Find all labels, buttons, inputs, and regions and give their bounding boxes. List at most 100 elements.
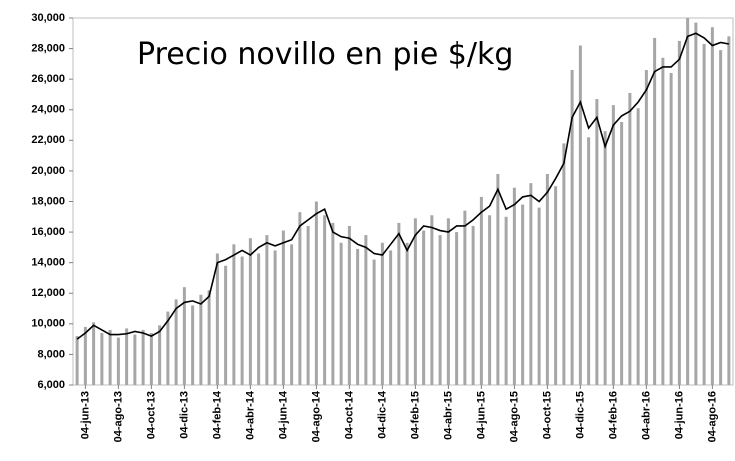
y-tick-label: 8,000 [37,348,65,360]
bar [224,265,228,385]
bar [116,337,120,385]
bar [702,43,706,385]
bar [339,242,343,385]
bar [306,225,310,385]
bar [628,92,632,385]
bar [512,187,516,385]
bar [587,137,591,385]
bar [578,45,582,386]
bar [496,173,500,385]
x-tick-label: 04-dic-15 [574,391,586,439]
y-tick-label: 30,000 [31,12,65,24]
y-tick-label: 20,000 [31,165,65,177]
bar [554,186,558,385]
bar [719,50,723,386]
x-tick-label: 04-abr-16 [640,391,652,440]
x-tick-label: 04-dic-13 [178,391,190,439]
x-tick-label: 04-abr-14 [244,390,256,440]
bar [694,22,698,386]
x-tick-label: 04-feb-14 [211,390,223,439]
bar [298,212,302,385]
y-tick-label: 14,000 [31,257,65,269]
x-tick-label: 04-abr-15 [442,391,454,440]
y-tick-label: 28,000 [31,42,65,54]
x-tick-label: 04-ago-13 [112,391,124,442]
bar [455,232,459,385]
bar [677,40,681,385]
x-tick-label: 04-jun-15 [475,391,487,439]
bar [669,73,673,386]
bar [347,225,351,385]
y-tick-label: 18,000 [31,195,65,207]
bar [570,69,574,385]
bar [141,329,145,385]
y-tick-label: 12,000 [31,287,65,299]
bar [653,37,657,386]
bar [290,244,294,385]
bar [199,294,203,385]
bar [603,131,607,385]
bar [562,143,566,385]
bar [504,216,508,385]
plot-area [72,17,734,386]
y-tick-label: 22,000 [31,134,65,146]
bar [323,215,327,385]
bar [463,210,467,385]
x-tick-label: 04-feb-16 [607,391,619,439]
bar [356,248,360,385]
y-tick-label: 6,000 [37,379,65,391]
bar [83,326,87,385]
x-tick-label: 04-jun-13 [79,391,91,439]
bar [158,325,162,385]
bar [529,183,533,385]
bar [636,108,640,386]
bar [314,201,318,385]
x-tick-label: 04-ago-16 [706,391,718,442]
y-tick-label: 16,000 [31,226,65,238]
bar [75,336,79,385]
x-tick-label: 04-feb-15 [409,391,421,439]
bar [174,299,178,385]
bar [471,225,475,385]
bar [207,290,211,385]
bar [125,328,129,385]
line [76,32,730,340]
bar [430,215,434,385]
bar [265,235,269,385]
y-tick-label: 24,000 [31,104,65,116]
bar [438,235,442,385]
bar [413,218,417,385]
bar [446,218,450,385]
bar [727,36,731,385]
bar [521,204,525,385]
bar [257,253,261,385]
x-tick-label: 04-dic-14 [376,390,388,439]
bar [364,235,368,385]
bar [215,253,219,385]
bar [661,57,665,386]
x-tick-label: 04-oct-15 [541,391,553,439]
bar [248,238,252,385]
x-tick-label: 04-oct-13 [145,391,157,439]
bar [397,222,401,385]
bar [611,105,615,385]
bar [620,121,624,385]
bar [232,244,236,385]
bar [281,230,285,385]
bar [422,230,426,385]
bar [182,287,186,385]
x-tick-label: 04-ago-15 [508,391,520,442]
bar [191,305,195,385]
bar [537,207,541,385]
chart-annotation: Precio novillo en pie $/kg [137,37,513,72]
bar [710,27,714,386]
bar [389,250,393,385]
bar [92,322,96,385]
bar [488,215,492,385]
bar [166,311,170,385]
y-tick-label: 26,000 [31,73,65,85]
bar [273,250,277,385]
bar [108,329,112,385]
bar [133,334,137,385]
